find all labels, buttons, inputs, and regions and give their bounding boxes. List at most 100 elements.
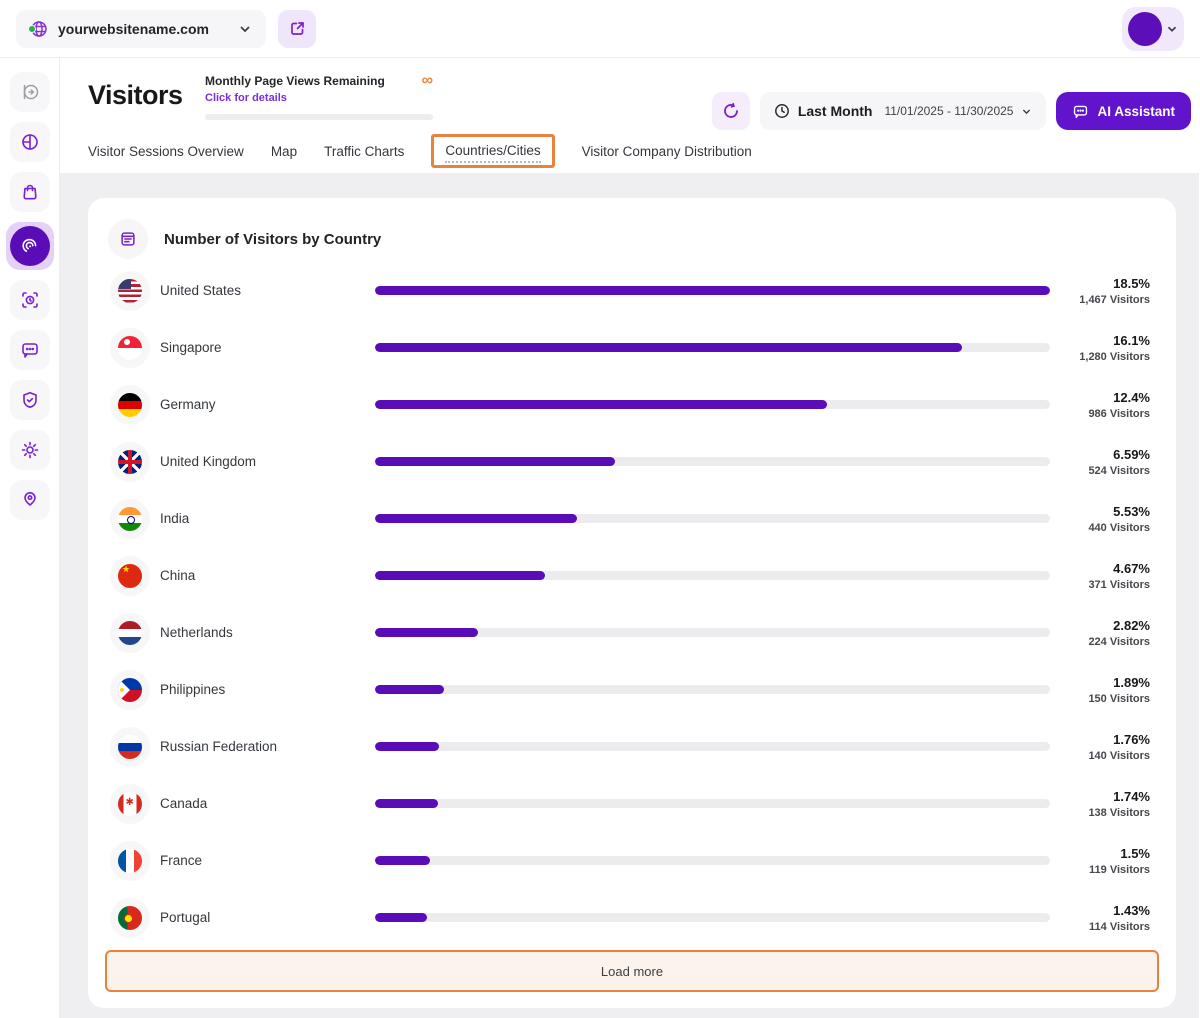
percent-value: 1.89% xyxy=(1113,674,1150,690)
website-selector[interactable]: yourwebsitename.com xyxy=(16,9,266,48)
percent-value: 1.43% xyxy=(1113,902,1150,918)
tab-traffic-charts[interactable]: Traffic Charts xyxy=(324,143,405,159)
visitor-count: 1,467 Visitors xyxy=(1079,293,1150,306)
flag-icon-russian-federation xyxy=(110,726,150,767)
country-name: United States xyxy=(160,283,242,298)
country-name: Singapore xyxy=(160,340,222,355)
chevron-down-icon xyxy=(1021,106,1032,117)
country-name: China xyxy=(160,568,196,583)
visitor-count: 138 Visitors xyxy=(1088,806,1150,819)
visitors-bar-fill xyxy=(375,856,430,865)
visitors-bar-fill xyxy=(375,628,478,637)
tab-map[interactable]: Map xyxy=(270,143,298,159)
topbar: yourwebsitename.com xyxy=(0,0,1200,58)
country-stats: 4.67% 371 Visitors xyxy=(1062,561,1150,591)
flag-icon-netherlands xyxy=(110,612,150,653)
country-row: Portugal 1.43% 114 Visitors xyxy=(88,889,1176,946)
open-website-button[interactable] xyxy=(278,9,316,48)
country-stats: 16.1% 1,280 Visitors xyxy=(1062,333,1150,363)
ai-assistant-button[interactable]: AI Assistant xyxy=(1056,92,1191,130)
percent-value: 6.59% xyxy=(1113,446,1150,462)
flag-icon-philippines xyxy=(110,669,150,710)
sidebar-item-visitors[interactable] xyxy=(5,222,54,270)
visitor-count: 224 Visitors xyxy=(1088,635,1150,648)
country-stats: 1.89% 150 Visitors xyxy=(1062,675,1150,705)
visitors-bar-fill xyxy=(375,913,428,922)
refresh-button[interactable] xyxy=(711,92,750,130)
visitors-bar xyxy=(375,628,1050,637)
location-pin-icon xyxy=(20,490,40,510)
country-stats: 1.5% 119 Visitors xyxy=(1062,846,1150,876)
visitors-bar-fill xyxy=(375,400,828,409)
percent-value: 1.5% xyxy=(1120,845,1150,861)
quota-details-link[interactable]: Click for details xyxy=(205,92,287,104)
load-more-button[interactable]: Load more xyxy=(105,950,1159,992)
sidebar-item-store[interactable] xyxy=(9,172,50,212)
country-name: Portugal xyxy=(160,910,211,925)
visitors-bar-fill xyxy=(375,343,963,352)
sidebar-item-feedback[interactable] xyxy=(9,330,50,370)
visitors-radar-icon xyxy=(9,226,50,266)
tab-visitor-sessions-overview[interactable]: Visitor Sessions Overview xyxy=(88,143,244,159)
ai-chat-icon xyxy=(1072,103,1089,120)
main-area: Visitors Monthly Page Views Remaining Cl… xyxy=(60,58,1199,1018)
visitor-count: 150 Visitors xyxy=(1088,692,1150,705)
country-list: United States 18.5% 1,467 Visitors Singa… xyxy=(88,262,1176,946)
header-actions: Last Month 11/01/2025 - 11/30/2025 AI As… xyxy=(711,92,1191,130)
external-link-icon xyxy=(289,20,306,37)
visitor-count: 1,280 Visitors xyxy=(1079,350,1150,363)
pie-chart-icon xyxy=(20,132,40,152)
country-row: Canada 1.74% 138 Visitors xyxy=(88,775,1176,832)
tab-bar: Visitor Sessions Overview Map Traffic Ch… xyxy=(88,134,752,168)
country-row: China 4.67% 371 Visitors xyxy=(88,547,1176,604)
shield-check-icon xyxy=(20,390,40,410)
visitor-count: 140 Visitors xyxy=(1088,749,1150,762)
app-shell: Visitors Monthly Page Views Remaining Cl… xyxy=(0,58,1200,1018)
percent-value: 16.1% xyxy=(1113,332,1150,348)
percent-value: 5.53% xyxy=(1113,503,1150,519)
pageviews-quota[interactable]: Monthly Page Views Remaining Click for d… xyxy=(205,73,433,120)
visitors-bar xyxy=(375,457,1050,466)
flag-icon-canada xyxy=(110,783,150,824)
collapse-arrow-icon xyxy=(20,82,40,102)
country-stats: 2.82% 224 Visitors xyxy=(1062,618,1150,648)
shopping-bag-icon xyxy=(20,182,40,202)
page-header: Visitors Monthly Page Views Remaining Cl… xyxy=(60,58,1199,173)
profile-menu[interactable] xyxy=(1122,6,1184,51)
tab-countries-cities[interactable]: Countries/Cities xyxy=(445,143,541,163)
country-stats: 12.4% 986 Visitors xyxy=(1062,390,1150,420)
sidebar-item-settings[interactable] xyxy=(9,430,50,470)
card-title: Number of Visitors by Country xyxy=(164,230,382,248)
date-range-picker[interactable]: Last Month 11/01/2025 - 11/30/2025 xyxy=(759,92,1047,130)
country-name: India xyxy=(160,511,190,526)
visitors-bar xyxy=(375,571,1050,580)
visitors-by-country-card: Number of Visitors by Country United Sta… xyxy=(88,198,1176,1008)
visitors-bar-fill xyxy=(375,571,546,580)
content-area: Number of Visitors by Country United Sta… xyxy=(60,173,1199,1018)
country-row: Germany 12.4% 986 Visitors xyxy=(88,376,1176,433)
sidebar-item-locations[interactable] xyxy=(9,480,50,520)
flag-icon-singapore xyxy=(110,327,150,368)
country-stats: 1.43% 114 Visitors xyxy=(1062,903,1150,933)
sidebar-item-sessions[interactable] xyxy=(9,280,50,320)
percent-value: 12.4% xyxy=(1113,389,1150,405)
page-title: Visitors xyxy=(88,80,183,110)
chat-bubble-icon xyxy=(20,340,40,360)
sidebar-collapse-button[interactable] xyxy=(9,72,50,112)
chevron-down-icon xyxy=(1166,23,1178,35)
country-name: Netherlands xyxy=(160,625,233,640)
visitors-bar-fill xyxy=(375,799,439,808)
sidebar-item-dashboard[interactable] xyxy=(9,122,50,162)
tab-visitor-company-distribution[interactable]: Visitor Company Distribution xyxy=(581,143,752,159)
visitors-bar-fill xyxy=(375,742,440,751)
sidebar-item-security[interactable] xyxy=(9,380,50,420)
sidebar xyxy=(0,58,60,1018)
annotation-highlight-box: Countries/Cities xyxy=(431,134,555,168)
date-range-value: 11/01/2025 - 11/30/2025 xyxy=(884,104,1014,118)
flag-icon-united-states xyxy=(110,270,150,311)
percent-value: 18.5% xyxy=(1113,275,1150,291)
country-row: United Kingdom 6.59% 524 Visitors xyxy=(88,433,1176,490)
globe-icon xyxy=(28,20,48,38)
country-row: France 1.5% 119 Visitors xyxy=(88,832,1176,889)
avatar xyxy=(1128,11,1162,46)
